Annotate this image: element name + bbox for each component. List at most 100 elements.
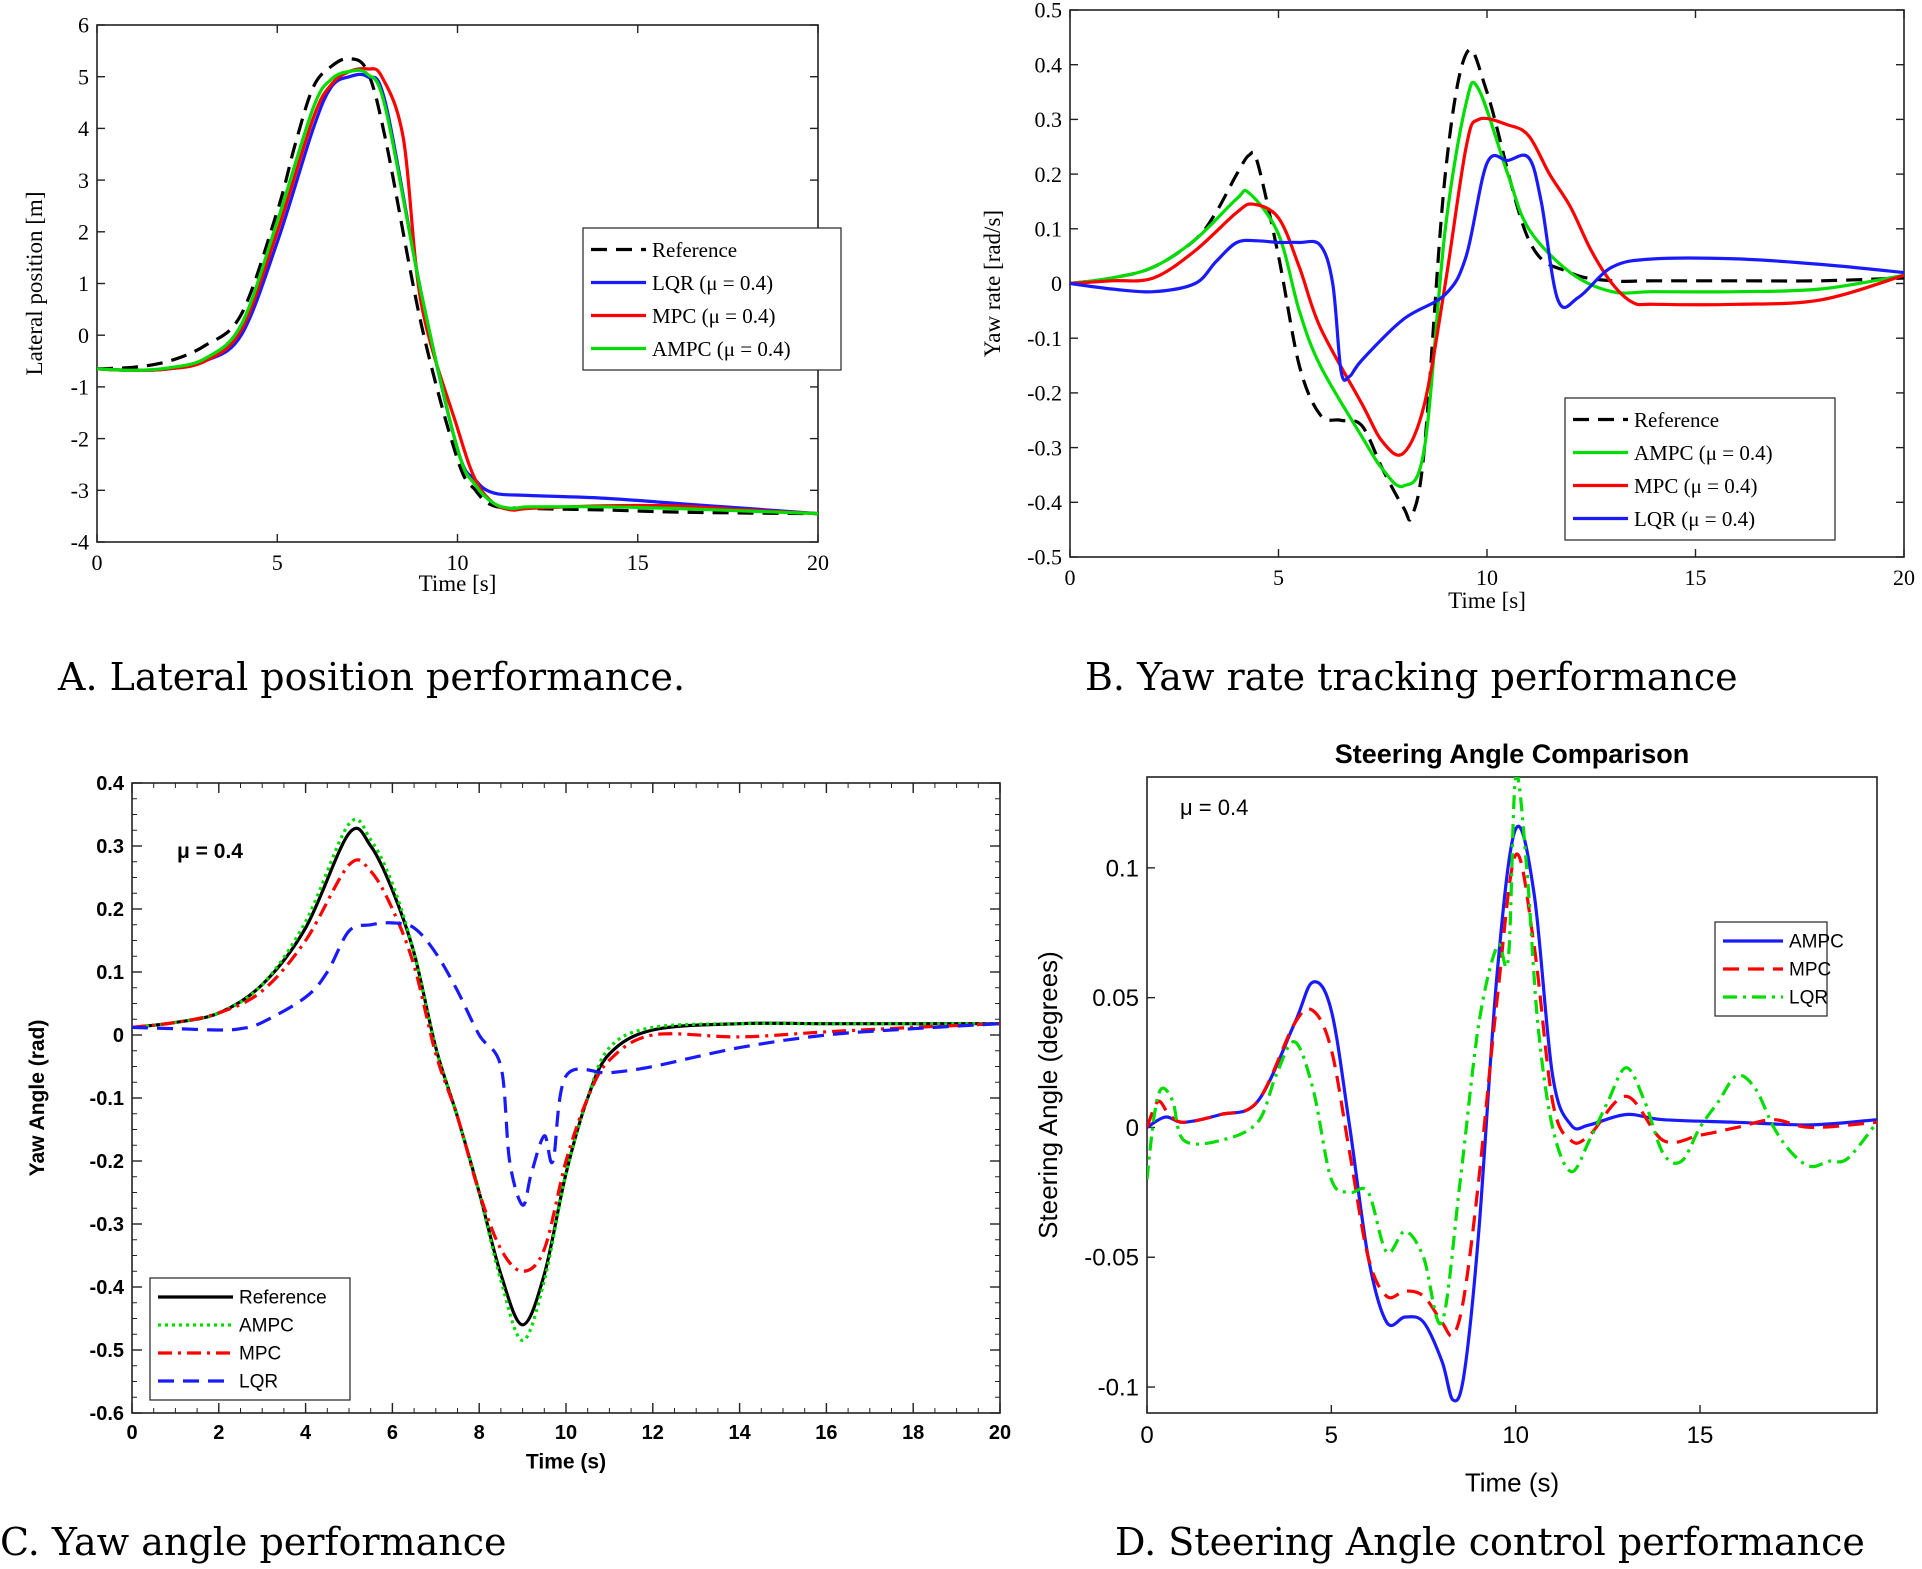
- x-axis-label: Time [s]: [419, 571, 497, 596]
- legend-box: [582, 227, 842, 371]
- y-tick-label: 0.1: [96, 962, 124, 984]
- y-tick-label: -0.2: [1027, 381, 1062, 406]
- legend-label: AMPC: [239, 1316, 294, 1337]
- series-line-ampc: [97, 68, 818, 516]
- chart-panel-d: 0 5 10 15 -0.1 -0.05 0 0.05 0.1 Time (s) Steering …: [1033, 739, 1878, 1497]
- legend-label: LQR: [239, 1372, 278, 1393]
- x-tick-label: 16: [815, 1422, 837, 1444]
- y-tick-label: -0.3: [1027, 435, 1062, 460]
- y-tick-label: -0.6: [90, 1403, 124, 1425]
- chart-title: Steering Angle Comparison: [1335, 739, 1690, 769]
- y-tick-label: 0.2: [96, 899, 124, 921]
- series-line-mpc: [1147, 852, 1877, 1338]
- series-line-lqr: [1070, 153, 1904, 382]
- legend-label: LQR (μ = 0.4): [652, 271, 773, 295]
- legend-label: MPC (μ = 0.4): [652, 304, 775, 328]
- mu-annotation: μ = 0.4: [177, 840, 243, 863]
- legend-label: AMPC: [1789, 932, 1844, 953]
- x-tick-label: 6: [387, 1422, 398, 1444]
- y-axis-label: Yaw Angle (rad): [26, 1020, 49, 1177]
- mu-annotation: μ = 0.4: [1180, 795, 1248, 820]
- legend: Reference AMPC MPC LQR: [149, 1277, 351, 1401]
- caption-c: C. Yaw angle performance: [0, 1520, 507, 1564]
- legend-label: MPC (μ = 0.4): [1634, 474, 1757, 498]
- x-tick-label: 0: [92, 550, 103, 575]
- caption-d: D. Steering Angle control performance: [1115, 1520, 1865, 1564]
- x-tick-label: 20: [1893, 565, 1915, 590]
- series-line-reference: [1070, 47, 1904, 522]
- y-tick-label: -0.1: [1027, 326, 1062, 351]
- x-tick-label: 0: [1065, 565, 1076, 590]
- x-tick-label: 20: [807, 550, 829, 575]
- y-axis-label: Steering Angle (degrees): [1033, 951, 1063, 1239]
- x-tick-label: 10: [447, 550, 469, 575]
- series-group: [1147, 777, 1877, 1403]
- y-tick-label: 0.1: [1106, 855, 1139, 882]
- legend: Reference AMPC (μ = 0.4) MPC (μ = 0.4) LQR …: [1564, 397, 1836, 541]
- x-tick-label: 15: [1687, 1422, 1714, 1449]
- x-tick-label: 14: [728, 1422, 751, 1444]
- x-tick-label: 18: [902, 1422, 924, 1444]
- y-tick-label: -0.4: [1027, 490, 1062, 515]
- y-axis-label: Yaw rate [rad/s]: [980, 210, 1005, 357]
- caption-a: A. Lateral position performance.: [58, 655, 686, 699]
- legend-box: [1564, 397, 1836, 541]
- x-tick-label: 4: [300, 1422, 312, 1444]
- series-line-lqr: [132, 921, 1000, 1207]
- y-tick-label: 0: [113, 1025, 124, 1047]
- legend-label: MPC: [239, 1344, 281, 1365]
- x-tick-label: 0: [126, 1422, 137, 1444]
- y-tick-label: 0.4: [96, 773, 125, 795]
- y-tick-label: 0.2: [1035, 162, 1063, 187]
- y-tick-label: -0.5: [90, 1340, 124, 1362]
- legend: AMPC MPC LQR: [1714, 921, 1844, 1017]
- y-tick-label: -0.1: [1098, 1374, 1139, 1401]
- legend-label: AMPC (μ = 0.4): [1634, 441, 1773, 465]
- y-tick-label: -0.4: [90, 1277, 125, 1299]
- y-tick-label: 0.4: [1035, 52, 1063, 77]
- legend-label: Reference: [239, 1288, 327, 1309]
- y-tick-label: 0: [78, 323, 89, 348]
- y-tick-label: 0.1: [1035, 217, 1063, 242]
- series-line-mpc: [1070, 116, 1904, 457]
- y-tick-label: 5: [78, 64, 89, 89]
- chart-panel-b: 0 5 10 15 20 -0.5 -0.4 -0.3 -0.2 -0.1 0 0.1 0.2 0.3 0.…: [980, 0, 1915, 613]
- y-tick-label: 6: [78, 13, 89, 38]
- x-tick-label: 5: [1273, 565, 1284, 590]
- x-tick-label: 10: [555, 1422, 577, 1444]
- y-tick-label: 0.3: [1035, 107, 1063, 132]
- y-tick-label: -0.3: [90, 1214, 124, 1236]
- x-tick-label: 10: [1476, 565, 1498, 590]
- legend-label: AMPC (μ = 0.4): [652, 337, 791, 361]
- legend: Reference LQR (μ = 0.4) MPC (μ = 0.4) AMPC …: [582, 227, 842, 371]
- y-tick-label: -0.5: [1027, 545, 1062, 570]
- series-line-mpc: [132, 858, 1000, 1273]
- series-group: [1070, 47, 1904, 522]
- y-tick-label: -1: [71, 375, 89, 400]
- x-tick-label: 0: [1140, 1422, 1153, 1449]
- y-tick-label: -3: [71, 478, 89, 503]
- x-tick-label: 12: [642, 1422, 664, 1444]
- y-tick-label: 0: [1126, 1115, 1139, 1142]
- y-tick-label: 0: [1051, 271, 1062, 296]
- x-tick-label: 15: [627, 550, 649, 575]
- x-tick-label: 8: [474, 1422, 485, 1444]
- y-tick-label: 0.3: [96, 836, 124, 858]
- legend-label: LQR (μ = 0.4): [1634, 507, 1755, 531]
- series-group: [97, 56, 818, 516]
- y-tick-label: 0.5: [1035, 0, 1063, 23]
- x-axis-label: Time (s): [1465, 1467, 1559, 1497]
- chart-panel-a: 0 5 10 15 20 -4 -3 -2 -1 0 1 2 3 4 5 6 Time [s] Lateral p…: [22, 13, 842, 596]
- y-tick-label: -4: [71, 530, 89, 555]
- y-tick-label: 0.05: [1092, 985, 1139, 1012]
- series-line-lqr: [1147, 777, 1877, 1326]
- y-tick-label: 4: [78, 116, 89, 141]
- caption-b: B. Yaw rate tracking performance: [1085, 655, 1738, 699]
- y-axis-label: Lateral position [m]: [22, 192, 47, 376]
- x-tick-label: 20: [989, 1422, 1011, 1444]
- y-tick-label: -0.1: [90, 1088, 124, 1110]
- series-group: [132, 817, 1000, 1343]
- y-tick-label: -0.2: [90, 1151, 124, 1173]
- legend-label: Reference: [652, 238, 737, 262]
